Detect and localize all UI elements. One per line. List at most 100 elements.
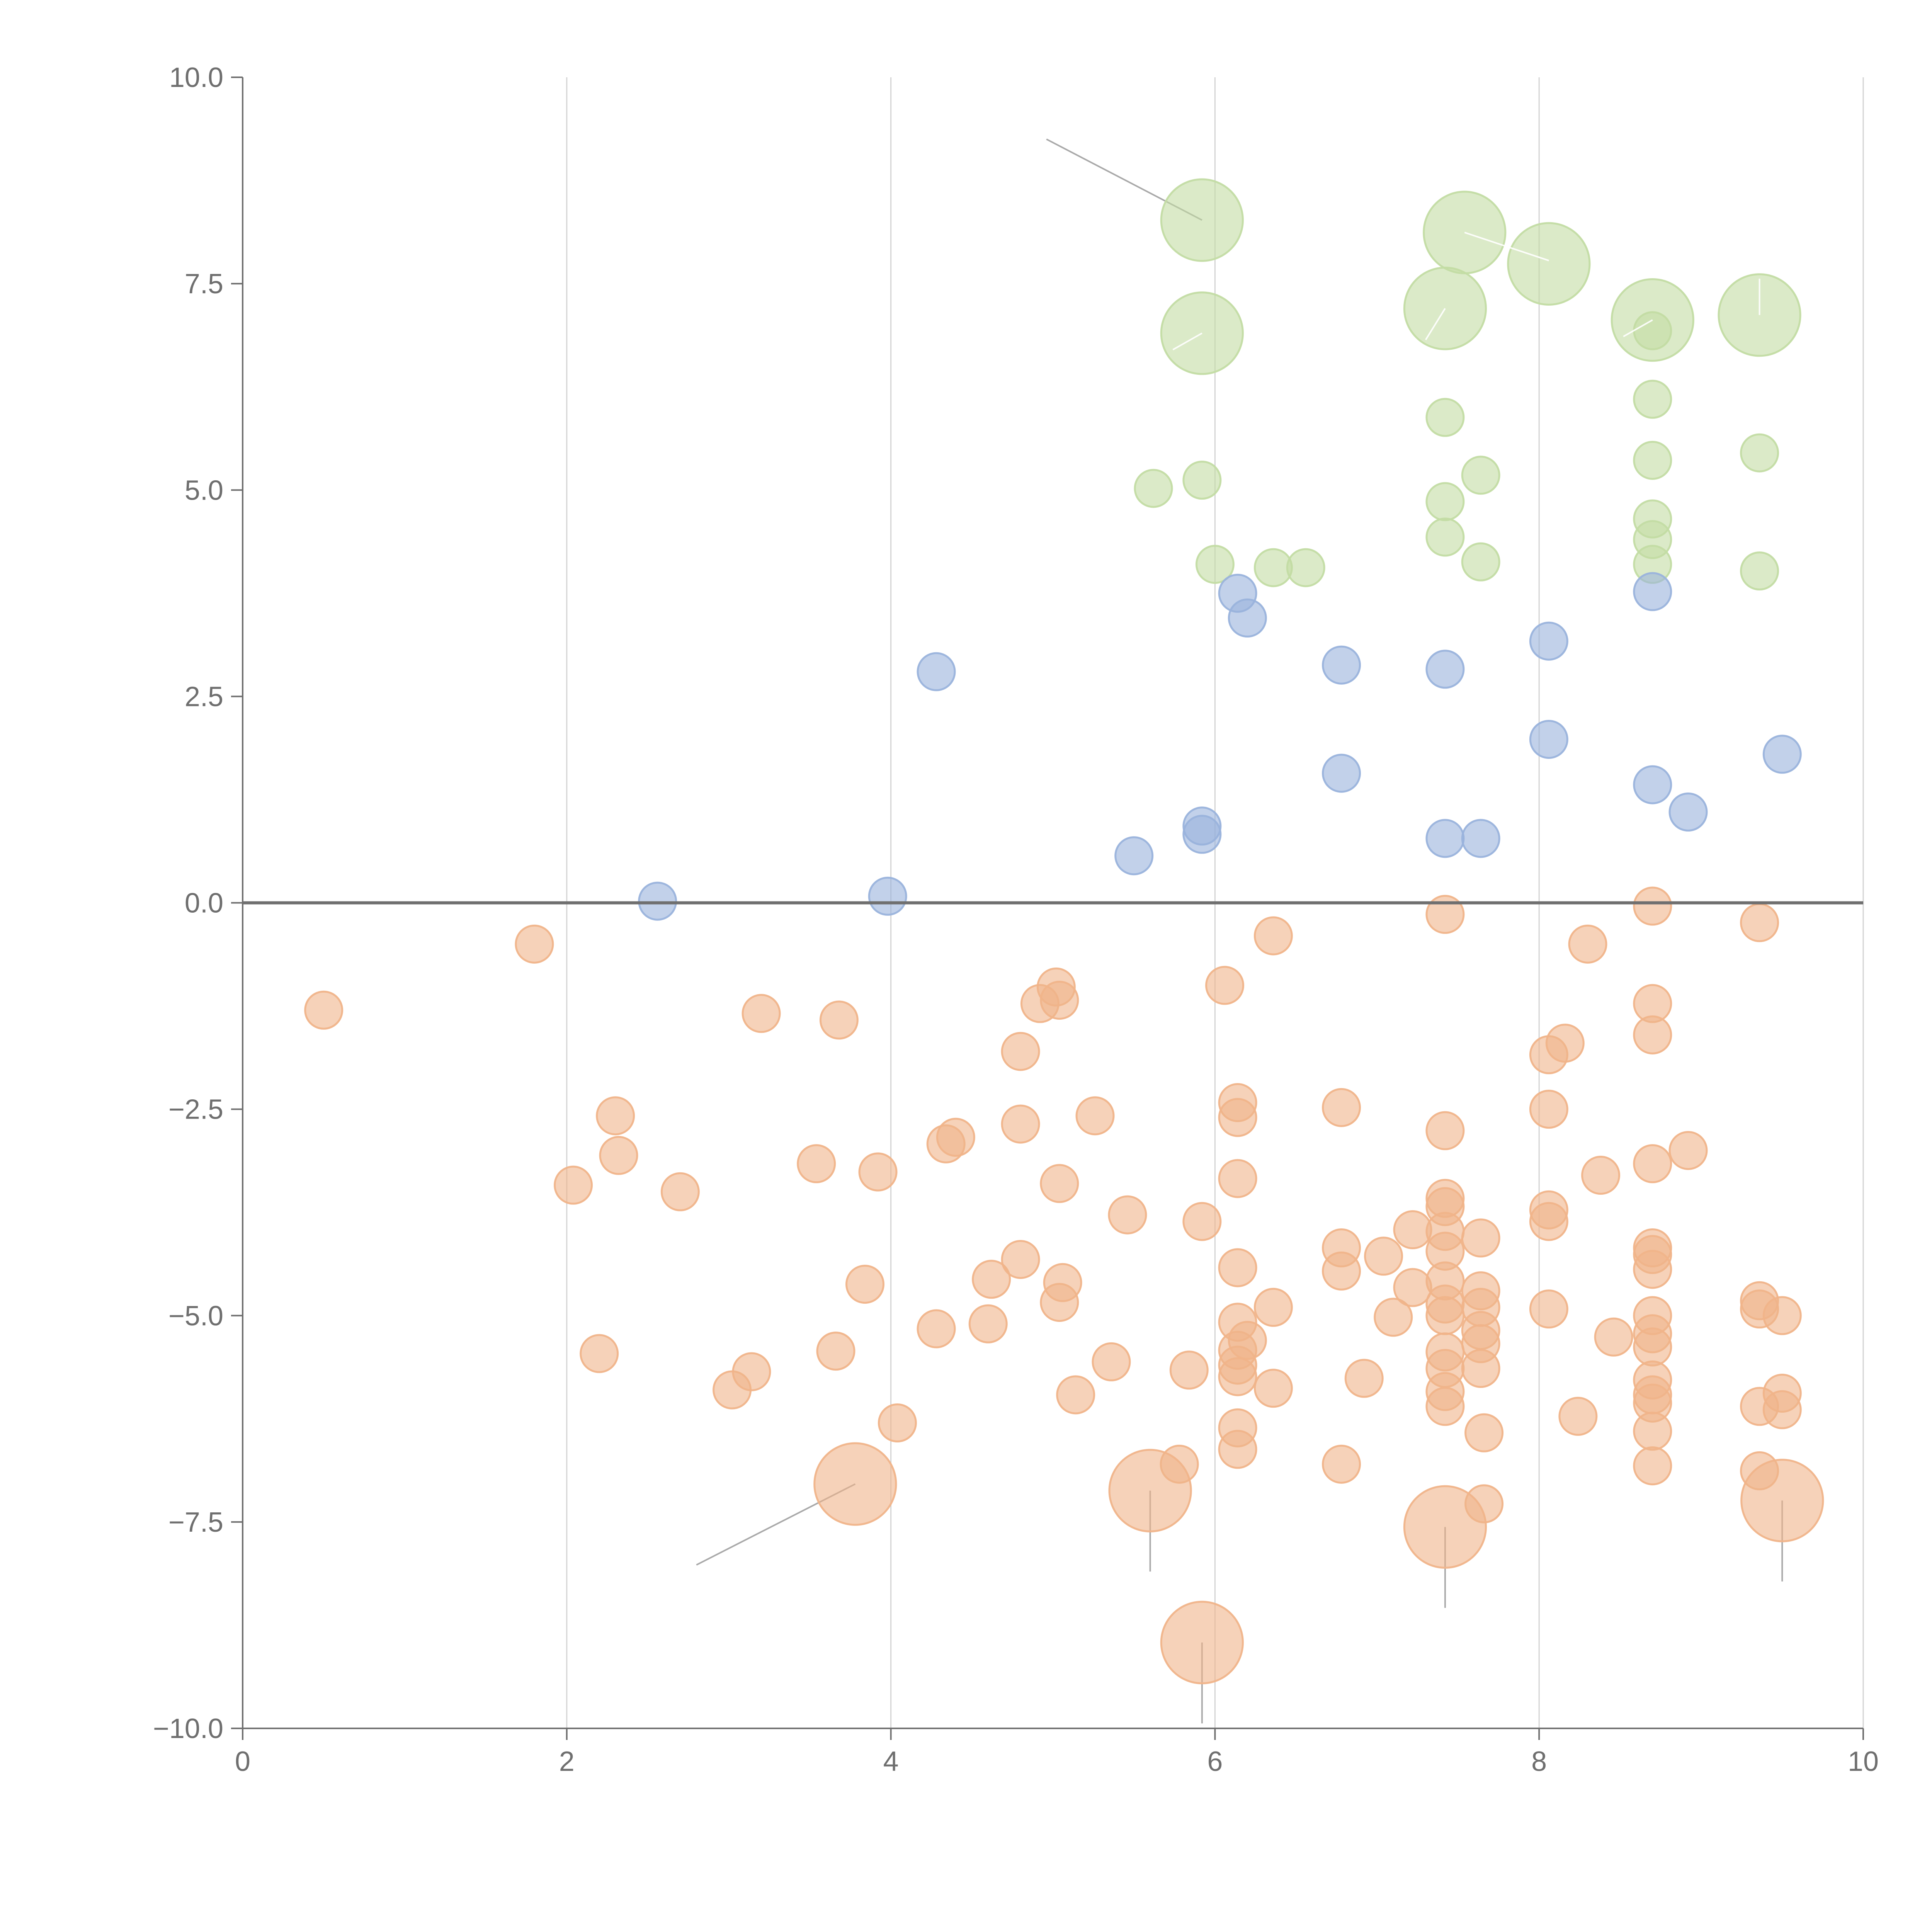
data-point-high-4 — [1286, 548, 1325, 587]
data-point-positive-14 — [1529, 719, 1568, 759]
data-point-negative-23 — [1001, 1240, 1040, 1279]
leader-line-overlay-8 — [1464, 231, 1549, 262]
leader-line-overlay-9 — [1623, 319, 1653, 337]
data-point-negative-0 — [304, 990, 344, 1030]
data-point-negative-85 — [1529, 1202, 1568, 1241]
data-point-negative-20 — [972, 1260, 1011, 1299]
y-tick-label-0: 10.0 — [169, 62, 223, 93]
data-point-negative-10 — [797, 1144, 836, 1184]
data-point-positive-2 — [917, 652, 956, 691]
data-point-positive-10 — [1425, 650, 1465, 689]
data-point-high-5 — [1425, 398, 1465, 437]
data-point-negative-87 — [1545, 1024, 1585, 1063]
data-point-negative-18 — [936, 1117, 975, 1157]
data-point-high-12 — [1633, 440, 1672, 480]
data-point-negative-6 — [660, 1172, 700, 1211]
y-tick-label-4: 0.0 — [185, 888, 223, 919]
data-point-high-2 — [1195, 545, 1235, 584]
data-point-positive-12 — [1461, 819, 1500, 858]
y-tick-label-5: −2.5 — [168, 1094, 223, 1125]
data-point-high-1 — [1182, 461, 1222, 500]
data-point-negative-33 — [1108, 1195, 1147, 1235]
data-point-positive-7 — [1228, 598, 1267, 638]
data-point-high-8 — [1461, 456, 1500, 495]
data-point-negative-27 — [1040, 1164, 1079, 1203]
data-point-positive-16 — [1633, 765, 1672, 804]
data-point-negative-21 — [1001, 1032, 1040, 1071]
data-point-negative-54 — [1322, 1251, 1361, 1291]
data-point-negative-108 — [1740, 903, 1779, 942]
data-point-negative-29 — [1043, 1263, 1082, 1302]
data-point-negative-73 — [1425, 1387, 1465, 1426]
x-tick-label-4: 8 — [1531, 1746, 1547, 1777]
data-point-negative-40 — [1218, 1159, 1257, 1198]
data-point-negative-86 — [1529, 1289, 1568, 1329]
data-point-negative-45 — [1218, 1357, 1257, 1396]
x-tick-label-1: 2 — [559, 1746, 575, 1777]
data-point-negative-5 — [599, 1136, 638, 1175]
data-point-negative-51 — [1253, 1369, 1293, 1408]
data-point-negative-12 — [819, 1000, 859, 1040]
data-point-negative-61 — [1425, 895, 1465, 934]
data-point-negative-8 — [732, 1352, 771, 1391]
data-point-negative-15 — [878, 1403, 917, 1442]
data-point-negative-113 — [1762, 1296, 1802, 1335]
data-point-negative-106 — [1633, 1446, 1672, 1486]
data-point-positive-15 — [1633, 572, 1672, 611]
data-point-negative-11 — [816, 1332, 855, 1371]
data-point-negative-57 — [1364, 1236, 1403, 1276]
data-point-high-17 — [1740, 551, 1779, 591]
y-tick-label-8: −10.0 — [153, 1713, 223, 1744]
data-point-negative-4 — [596, 1096, 635, 1136]
data-point-positive-3 — [1114, 836, 1154, 876]
data-point-negative-56 — [1344, 1359, 1384, 1398]
data-point-high-16 — [1740, 433, 1779, 473]
x-tick-label-0: 0 — [235, 1746, 250, 1777]
data-point-negative-83 — [1529, 1090, 1568, 1129]
data-point-negative-107 — [1668, 1131, 1708, 1170]
data-point-negative-95 — [1633, 1144, 1672, 1184]
data-point-negative-39 — [1218, 1098, 1257, 1137]
data-point-negative-74 — [1461, 1218, 1500, 1258]
y-tick-label-7: −7.5 — [168, 1507, 223, 1538]
data-point-negative-94 — [1633, 1015, 1672, 1054]
data-point-negative-1 — [515, 924, 554, 964]
data-point-positive-17 — [1668, 792, 1708, 832]
data-point-high-9 — [1461, 542, 1500, 582]
data-point-positive-5 — [1182, 815, 1222, 854]
data-point-negative-55 — [1322, 1444, 1361, 1484]
data-point-negative-92 — [1633, 886, 1672, 926]
data-point-positive-8 — [1322, 645, 1361, 685]
leader-line-overlay-6 — [1172, 332, 1202, 350]
data-point-negative-37 — [1205, 966, 1245, 1005]
data-point-negative-16 — [917, 1309, 956, 1349]
data-point-negative-101 — [1633, 1327, 1672, 1367]
data-point-high-0 — [1134, 469, 1173, 508]
data-point-negative-32 — [1092, 1342, 1131, 1381]
data-points — [304, 178, 1824, 1684]
data-point-negative-36 — [1182, 1202, 1222, 1241]
data-point-negative-116 — [813, 1442, 897, 1526]
y-tick-label-6: −5.0 — [168, 1301, 223, 1332]
leader-line-overlay-7 — [1425, 308, 1446, 340]
data-point-negative-120 — [1740, 1459, 1824, 1543]
data-point-negative-89 — [1568, 924, 1607, 964]
x-tick-label-3: 6 — [1207, 1746, 1223, 1777]
data-point-high-6 — [1425, 482, 1465, 521]
data-point-negative-47 — [1218, 1430, 1257, 1469]
data-point-negative-88 — [1558, 1396, 1598, 1436]
data-point-negative-31 — [1075, 1096, 1115, 1136]
tick-labels: 0 2 4 6 8 10 10.0 7.5 5.0 2.5 0.0 −2.5 −5.0 −7.5 −10.0 — [153, 62, 1879, 1777]
data-point-negative-60 — [1393, 1268, 1432, 1307]
y-tick-label-2: 5.0 — [185, 475, 223, 506]
data-point-negative-79 — [1461, 1349, 1500, 1388]
data-point-negative-58 — [1374, 1298, 1413, 1337]
data-point-high-18 — [1160, 178, 1244, 262]
data-point-negative-49 — [1253, 916, 1293, 956]
data-point-negative-117 — [1108, 1449, 1192, 1532]
data-point-negative-2 — [554, 1165, 593, 1205]
data-point-negative-91 — [1594, 1317, 1633, 1357]
data-point-positive-18 — [1762, 735, 1802, 774]
data-point-negative-115 — [1762, 1390, 1802, 1429]
data-point-high-11 — [1633, 379, 1672, 419]
